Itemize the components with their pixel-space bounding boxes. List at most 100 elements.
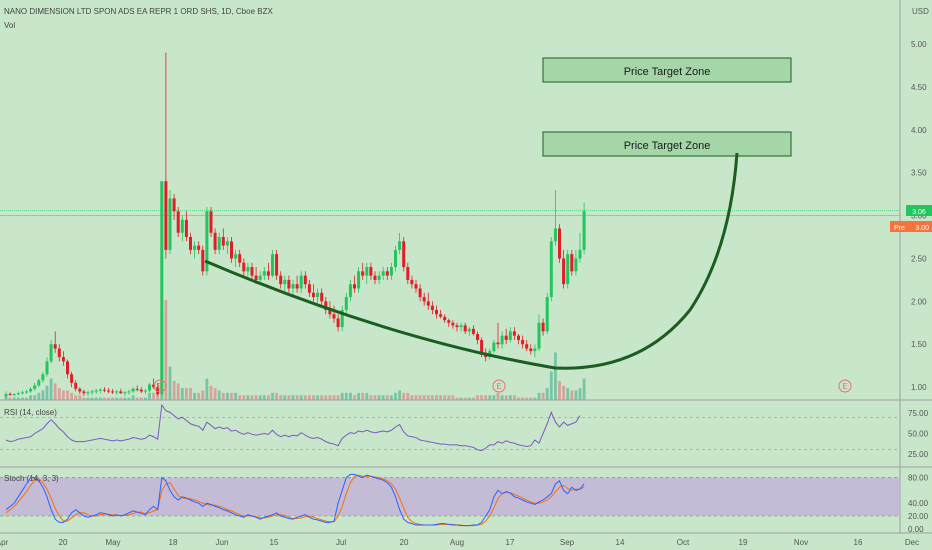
volume-bar <box>103 397 106 400</box>
volume-bar <box>467 397 471 400</box>
volume-bar <box>53 383 57 400</box>
volume-bar <box>385 395 389 400</box>
volume-bar <box>213 388 217 400</box>
currency-label: USD <box>912 7 929 16</box>
volume-bar <box>135 397 139 400</box>
volume-bar <box>98 397 102 400</box>
time-tick-label: Jul <box>336 538 346 547</box>
pre-market-badge: Pre 3.00 <box>890 221 932 232</box>
volume-bar <box>176 383 180 400</box>
stoch-pane[interactable] <box>0 473 900 527</box>
volume-bar <box>74 395 78 400</box>
volume-bar <box>254 395 258 400</box>
volume-bar <box>574 390 578 400</box>
candle <box>193 241 197 259</box>
volume-bar <box>123 397 127 400</box>
candle <box>287 275 291 293</box>
volume-bar <box>426 395 430 400</box>
candle <box>521 335 525 349</box>
volume-bar <box>394 392 397 400</box>
volume-bar <box>529 397 533 400</box>
candle <box>357 267 361 293</box>
cup-pattern-curve <box>204 152 739 370</box>
volume-bar <box>476 395 479 400</box>
volume-label: Vol <box>4 21 15 30</box>
candle <box>230 237 233 263</box>
earnings-marker[interactable]: E <box>492 379 506 393</box>
volume-bar <box>324 395 328 400</box>
candle <box>176 206 180 238</box>
candle <box>29 387 33 394</box>
earnings-marker-label: E <box>496 382 501 391</box>
candle <box>394 245 397 272</box>
time-tick-label: 15 <box>270 538 279 547</box>
volume-bar <box>131 395 135 400</box>
volume-bar <box>119 397 123 400</box>
volume-bar <box>578 388 582 400</box>
candle <box>492 339 496 353</box>
volume-bar <box>115 397 119 400</box>
price-tick-label: 5.00 <box>911 40 927 49</box>
candle <box>57 344 61 362</box>
volume-bar <box>525 397 529 400</box>
rsi-tick-label: 50.00 <box>908 430 929 439</box>
rsi-pane[interactable] <box>0 403 900 452</box>
volume-bar <box>513 395 516 400</box>
volume-bar <box>303 395 307 400</box>
candle <box>61 351 65 366</box>
candle <box>562 249 566 289</box>
volume-bar <box>418 395 422 400</box>
candle <box>406 262 410 285</box>
volume-bar <box>353 395 356 400</box>
candle <box>369 262 373 280</box>
volume-bar <box>62 390 65 400</box>
volume-bar <box>271 392 274 400</box>
stoch-tick-label: 40.00 <box>908 499 929 508</box>
candle <box>262 267 266 280</box>
volume-bar <box>549 371 553 400</box>
volume-bar <box>439 395 442 400</box>
candle <box>250 262 254 280</box>
volume-bar <box>390 395 393 400</box>
candle <box>70 371 74 388</box>
candle <box>148 382 151 393</box>
volume-bar <box>201 390 205 400</box>
earnings-marker[interactable]: E <box>838 379 852 393</box>
time-tick-label: Oct <box>677 538 690 547</box>
volume-bar <box>193 392 196 400</box>
earnings-marker[interactable]: E <box>153 379 167 393</box>
volume-bar <box>33 395 37 400</box>
volume-bar <box>295 395 299 400</box>
price-target-zone-upper[interactable]: Price Target Zone <box>542 57 792 83</box>
volume-bar <box>508 395 512 400</box>
stoch-axis: 80.00 40.00 20.00 0.00 <box>908 474 929 534</box>
candle <box>115 389 119 395</box>
volume-bar <box>496 392 500 400</box>
volume-bar <box>156 392 160 400</box>
candle <box>53 331 57 353</box>
candle <box>78 387 82 394</box>
volume-bar <box>82 397 86 400</box>
rsi-tick-label: 25.00 <box>908 450 929 459</box>
candle <box>49 339 53 364</box>
volume-bar <box>16 397 20 400</box>
volume-bar <box>45 385 49 400</box>
volume-bar <box>431 395 434 400</box>
price-tick-label: 2.50 <box>911 254 927 263</box>
candle <box>275 249 279 280</box>
volume-bar <box>250 395 254 400</box>
candle <box>455 322 459 332</box>
candle <box>443 314 447 323</box>
rsi-line <box>5 403 581 452</box>
candle <box>184 211 188 242</box>
volume-bar <box>111 397 114 400</box>
candle <box>37 378 41 388</box>
volume-bar <box>558 380 561 400</box>
candle <box>414 279 418 293</box>
volume-bar <box>443 395 447 400</box>
price-tick-label: 3.50 <box>911 169 927 178</box>
volume-bar <box>164 300 168 400</box>
price-target-zone-lower[interactable]: Price Target Zone <box>542 131 792 157</box>
